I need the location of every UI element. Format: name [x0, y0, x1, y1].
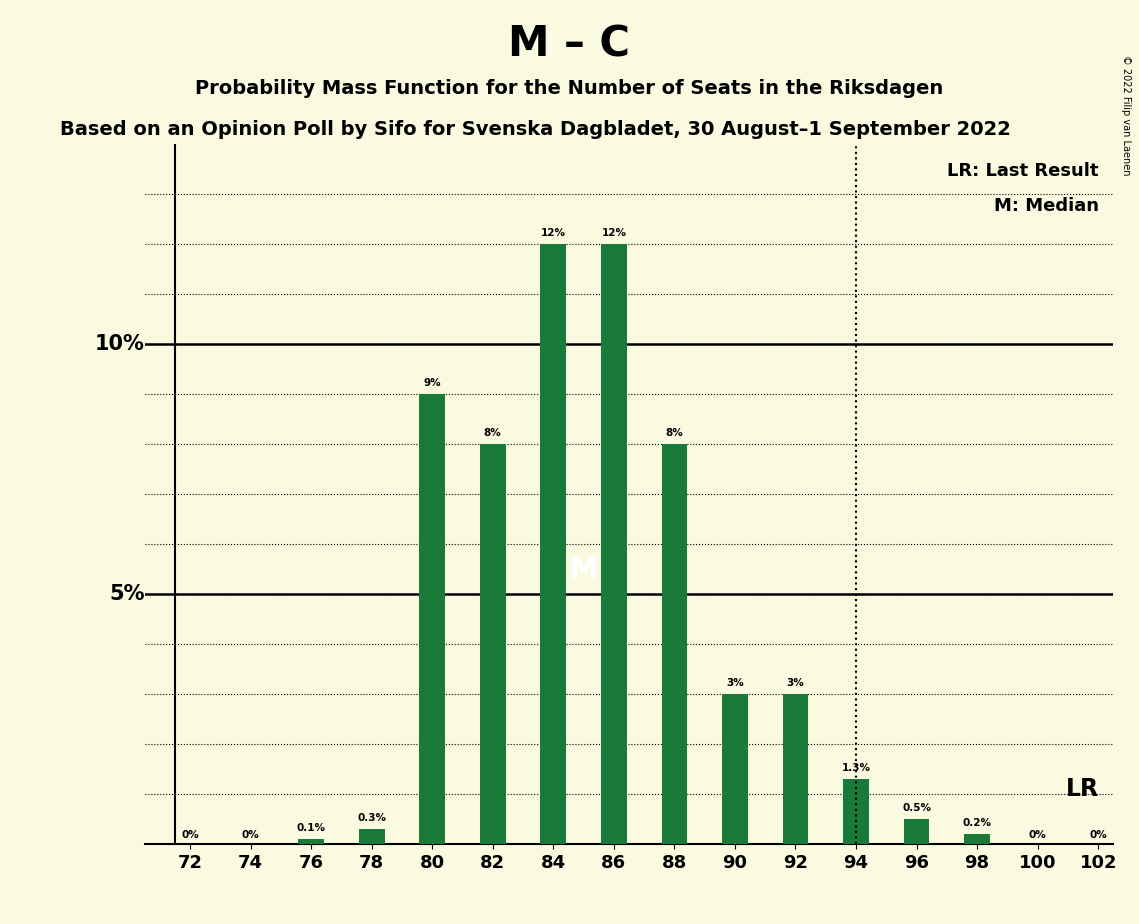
Bar — [540, 244, 566, 845]
Text: 0.5%: 0.5% — [902, 803, 931, 813]
Text: 0%: 0% — [1029, 831, 1047, 840]
Bar — [903, 820, 929, 845]
Text: 5%: 5% — [109, 584, 145, 604]
Text: 9%: 9% — [424, 378, 441, 388]
Bar — [662, 444, 687, 845]
Text: 0%: 0% — [1089, 831, 1107, 840]
Text: LR: Last Result: LR: Last Result — [948, 162, 1099, 180]
Bar — [722, 694, 748, 845]
Text: 3%: 3% — [787, 678, 804, 688]
Text: LR: LR — [1066, 777, 1099, 801]
Text: 8%: 8% — [484, 429, 501, 438]
Text: 0%: 0% — [241, 831, 260, 840]
Text: 0%: 0% — [181, 831, 199, 840]
Bar — [601, 244, 626, 845]
Text: M: M — [568, 554, 599, 584]
Text: Based on an Opinion Poll by Sifo for Svenska Dagbladet, 30 August–1 September 20: Based on an Opinion Poll by Sifo for Sve… — [60, 120, 1010, 140]
Text: © 2022 Filip van Laenen: © 2022 Filip van Laenen — [1121, 55, 1131, 176]
Bar — [843, 779, 869, 845]
Text: Probability Mass Function for the Number of Seats in the Riksdagen: Probability Mass Function for the Number… — [196, 79, 943, 98]
Text: 3%: 3% — [726, 678, 744, 688]
Text: M – C: M – C — [508, 23, 631, 65]
Text: 10%: 10% — [95, 334, 145, 354]
Text: 0.2%: 0.2% — [962, 819, 992, 828]
Bar — [480, 444, 506, 845]
Bar — [359, 830, 385, 845]
Bar — [782, 694, 809, 845]
Text: 0.3%: 0.3% — [358, 813, 386, 823]
Text: 12%: 12% — [541, 228, 566, 238]
Text: M: Median: M: Median — [994, 197, 1099, 215]
Bar — [298, 839, 323, 845]
Text: 12%: 12% — [601, 228, 626, 238]
Bar — [965, 834, 990, 845]
Text: 8%: 8% — [665, 429, 683, 438]
Text: 1.3%: 1.3% — [842, 763, 870, 773]
Bar — [419, 395, 445, 845]
Text: 0.1%: 0.1% — [296, 823, 326, 833]
